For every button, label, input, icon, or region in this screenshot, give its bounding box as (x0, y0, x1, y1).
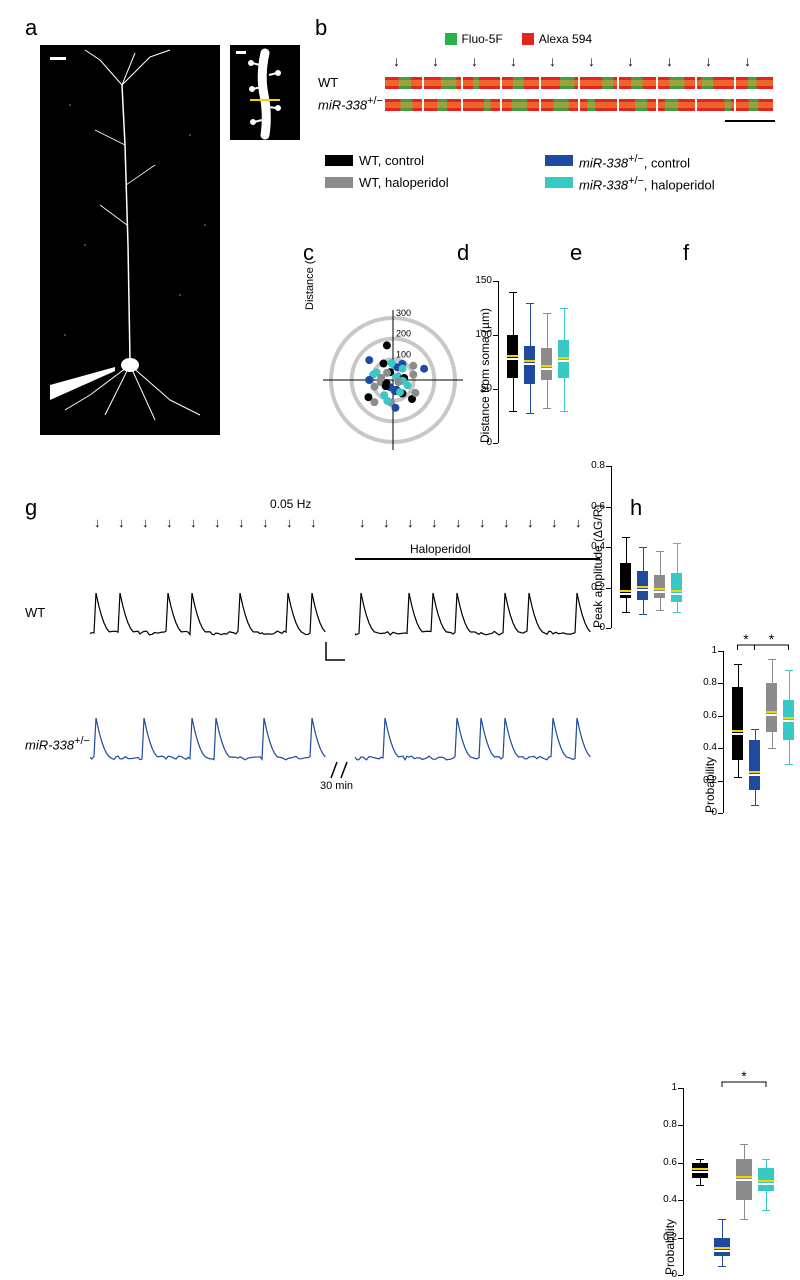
neuron-micrograph (40, 45, 220, 435)
svg-text:*: * (769, 633, 775, 647)
svg-text:200: 200 (396, 329, 411, 339)
panel-b-wt-label: WT (318, 75, 338, 90)
panel-f-boxplot: Probability00.20.40.60.81** (695, 633, 795, 818)
legend-text: WT, control (359, 153, 424, 168)
trace-wt-after (355, 570, 595, 645)
fluo-swatch (445, 33, 457, 45)
linescan-wt (385, 75, 775, 96)
legend-text: miR-338+/−, control (579, 153, 690, 170)
svg-text:*: * (741, 1070, 747, 1084)
alexa-swatch (522, 33, 534, 45)
dendrite-inset-svg (230, 45, 300, 140)
panel-g-freq: 0.05 Hz (270, 497, 311, 511)
panel-label-a: a (25, 15, 37, 41)
svg-text:100: 100 (396, 349, 411, 359)
halo-bar (355, 558, 600, 560)
panel-label-b: b (315, 15, 327, 41)
panel-b-scalebar (725, 120, 775, 122)
trace-mir-before (90, 695, 330, 770)
trace-mir-after (355, 695, 595, 770)
panel-e-boxplot: Peak amplitude (ΔG/R)00.20.40.60.8 (583, 448, 683, 633)
panel-g-scalebar (323, 640, 348, 665)
panel-b-mir-label: miR-338+/− (318, 95, 383, 112)
panel-h-boxplot: Probability00.20.40.60.81* (655, 1070, 775, 1280)
svg-text:300: 300 (396, 308, 411, 318)
legend-swatch (325, 155, 353, 166)
fluo-label: Fluo-5F (461, 32, 502, 46)
panel-g-break (325, 760, 355, 782)
panel-g-wt-label: WT (25, 605, 45, 620)
panel-b-legend: Fluo-5F Alexa 594 (445, 30, 592, 48)
svg-text:Distance (µm): Distance (µm) (304, 260, 316, 310)
legend-swatch (325, 177, 353, 188)
legend-text: WT, haloperidol (359, 175, 449, 190)
panel-d-boxplot: Distance from soma (µm)050100150 (470, 263, 570, 448)
figure: a b c d e f g h (15, 15, 785, 834)
dendrite-inset (230, 45, 300, 140)
alexa-label: Alexa 594 (539, 32, 592, 46)
panel-g-mir-label: miR-338+/− (25, 735, 90, 752)
panel-g-time: 30 min (320, 780, 353, 792)
legend-text: miR-338+/−, haloperidol (579, 175, 715, 192)
halo-label: Haloperidol (410, 542, 471, 556)
trace-wt-before (90, 570, 330, 645)
panel-label-e: e (570, 240, 582, 266)
panel-label-f: f (683, 240, 689, 266)
linescan-mir (385, 97, 775, 118)
neuron-svg (40, 45, 220, 435)
legend-swatch (545, 155, 573, 166)
panel-label-g: g (25, 495, 37, 521)
panel-c-polar: Distance (µm)1002003000 (303, 260, 463, 450)
legend-swatch (545, 177, 573, 188)
